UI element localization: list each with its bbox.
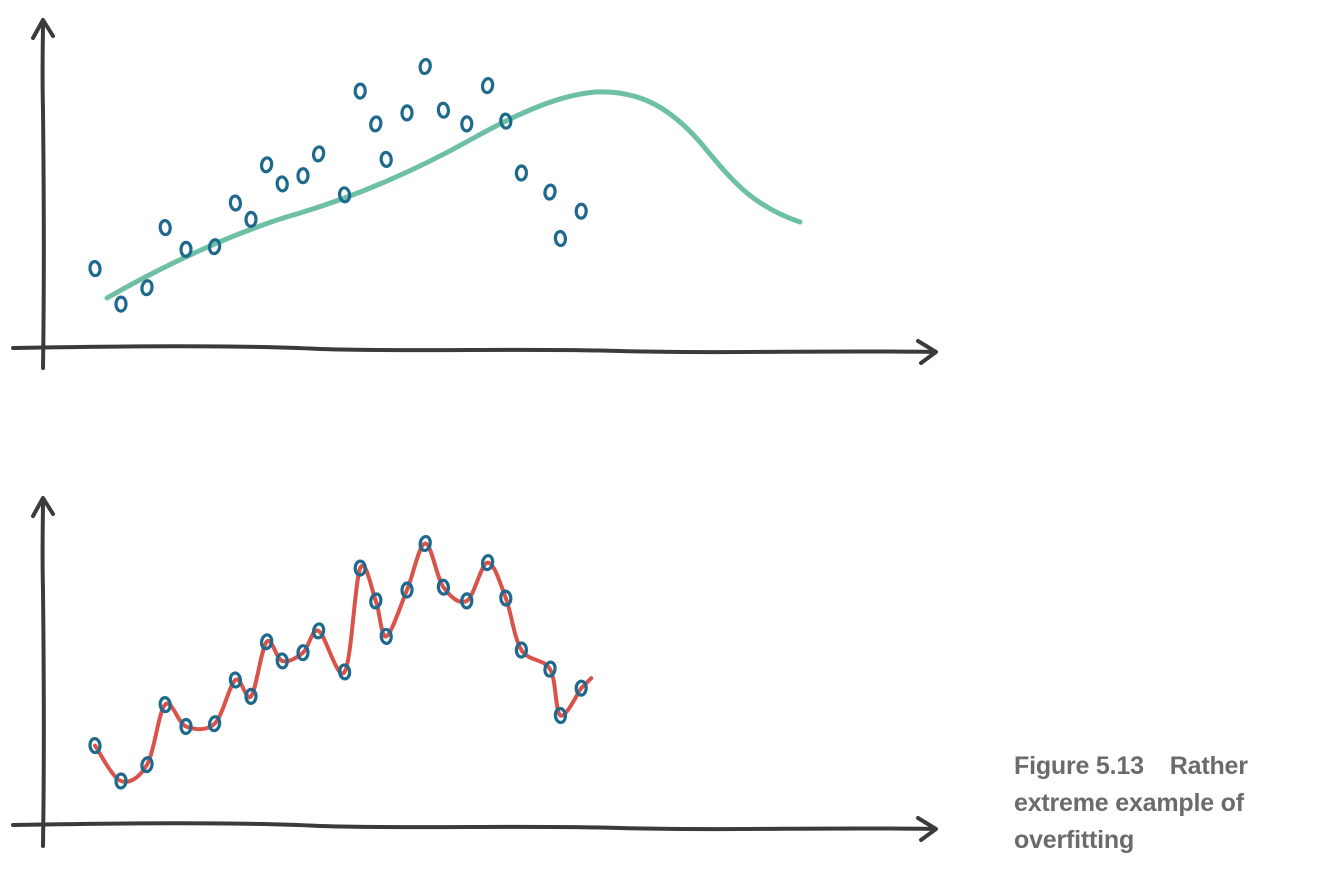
bottom-data-point — [296, 644, 310, 662]
top-data-point — [296, 167, 310, 185]
top-data-point — [480, 77, 495, 95]
top-data-point — [114, 295, 128, 313]
bottom-data-point — [480, 554, 495, 572]
top-data-point — [88, 260, 102, 278]
top-x-axis — [11, 344, 936, 355]
bottom-y-arrowhead — [31, 496, 55, 518]
top-data-point — [514, 164, 529, 182]
figure-caption: Figure 5.13 Rather extreme example of ove… — [1014, 748, 1314, 859]
top-y-axis — [40, 20, 46, 370]
top-data-point — [311, 145, 326, 163]
top-data-point — [499, 112, 513, 130]
bottom-data-point — [158, 696, 172, 714]
bottom-data-point — [244, 687, 258, 705]
bottom-data-point — [88, 737, 102, 755]
bottom-data-point — [400, 581, 414, 599]
bottom-y-axis — [40, 498, 46, 848]
bottom-data-point — [140, 756, 154, 774]
bottom-data-point — [543, 660, 557, 678]
bottom-x-arrowhead — [916, 816, 938, 842]
bottom-x-axis — [11, 821, 936, 832]
bottom-data-point — [553, 706, 568, 725]
top-data-point — [543, 183, 557, 201]
bottom-plot-axes — [11, 496, 938, 848]
top-data-point — [259, 156, 274, 174]
bottom-data-point — [574, 679, 588, 697]
bottom-data-point — [275, 652, 289, 670]
top-data-point — [337, 186, 352, 204]
figure-number: Figure 5.13 — [1014, 752, 1144, 780]
bottom-data-points — [88, 534, 588, 790]
bottom-data-point — [311, 622, 326, 640]
top-data-point — [207, 238, 222, 256]
top-data-point — [553, 229, 568, 248]
top-data-point — [228, 194, 243, 212]
top-data-point — [574, 202, 588, 220]
bottom-data-point — [228, 671, 243, 689]
top-data-point — [418, 57, 432, 76]
figure-caption-text: Rather extreme example of overfitting — [1014, 752, 1248, 854]
bottom-data-point — [114, 772, 128, 790]
bottom-data-point — [337, 663, 352, 681]
bottom-data-point — [499, 589, 513, 607]
top-data-point — [436, 101, 451, 119]
bottom-data-point — [514, 641, 529, 659]
top-data-point — [379, 150, 393, 168]
bottom-data-point — [436, 578, 451, 596]
top-data-point — [369, 115, 383, 133]
top-data-point — [140, 279, 154, 297]
bottom-data-point — [259, 633, 274, 651]
bottom-data-point — [207, 715, 222, 733]
bottom-data-point — [369, 592, 383, 610]
top-data-point — [460, 115, 474, 133]
top-data-points — [88, 57, 588, 313]
top-data-point — [353, 82, 367, 100]
top-data-point — [400, 104, 414, 122]
top-y-arrowhead — [31, 18, 55, 40]
top-x-arrowhead — [916, 339, 938, 365]
top-plot-axes — [11, 18, 938, 370]
bottom-overfit-curve — [93, 541, 594, 784]
top-data-point — [179, 240, 193, 258]
bottom-data-point — [379, 627, 393, 645]
top-data-point — [275, 175, 289, 193]
top-data-point — [244, 210, 258, 228]
top-smooth-fit-curve — [104, 89, 803, 301]
bottom-data-point — [418, 534, 432, 553]
bottom-data-point — [460, 592, 474, 610]
bottom-data-point — [353, 559, 367, 577]
bottom-data-point — [179, 717, 193, 736]
top-data-point — [158, 219, 172, 237]
